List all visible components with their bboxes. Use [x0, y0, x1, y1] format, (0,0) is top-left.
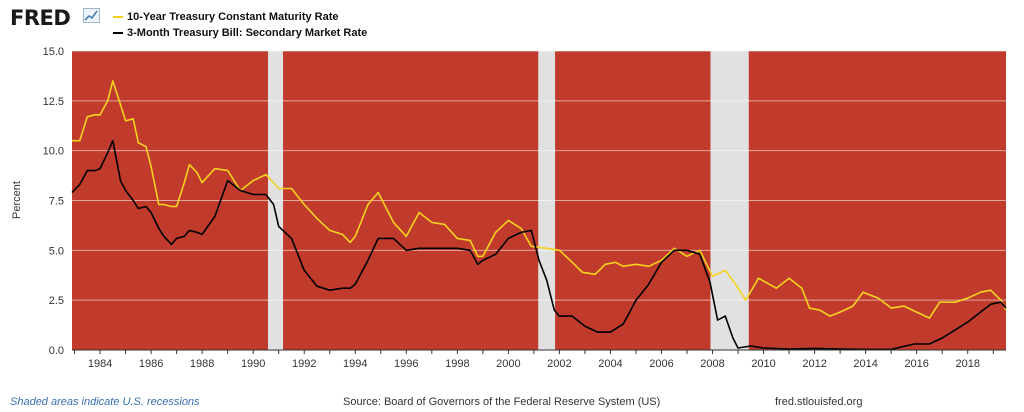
- x-tick-label: 1986: [139, 358, 163, 370]
- legend-label-10y[interactable]: 10-Year Treasury Constant Maturity Rate: [127, 11, 339, 23]
- y-tick-label: 15.0: [43, 46, 64, 58]
- series-line-3m: [71, 139, 1007, 351]
- y-tick-label: 10.0: [43, 146, 64, 158]
- y-tick-label: 5.0: [49, 245, 64, 257]
- fred-url[interactable]: fred.stlouisfed.org: [775, 396, 863, 408]
- legend-swatch-3m: [113, 32, 123, 34]
- x-tick-label: 1998: [445, 358, 469, 370]
- x-tick-label: 1984: [88, 358, 112, 370]
- recession-note[interactable]: Shaded areas indicate U.S. recessions: [10, 396, 200, 408]
- x-tick-label: 2008: [700, 358, 724, 370]
- y-tick-label: 7.5: [49, 196, 64, 208]
- y-tick-label: 2.5: [49, 295, 64, 307]
- chart-legend: 10-Year Treasury Constant Maturity Rate …: [113, 9, 367, 41]
- x-tick-label: 2010: [751, 358, 775, 370]
- line-chart-icon: [83, 8, 100, 23]
- y-axis-label: Percent: [11, 181, 23, 219]
- x-tick-label: 1992: [292, 358, 316, 370]
- x-tick-label: 2018: [955, 358, 979, 370]
- x-tick-label: 2006: [649, 358, 673, 370]
- fred-logo[interactable]: FRED: [10, 6, 71, 30]
- x-tick-label: 1990: [241, 358, 265, 370]
- x-tick-label: 2012: [802, 358, 826, 370]
- legend-label-3m[interactable]: 3-Month Treasury Bill: Secondary Market …: [127, 27, 368, 39]
- source-note: Source: Board of Governors of the Federa…: [343, 396, 661, 408]
- y-tick-label: 12.5: [43, 96, 64, 108]
- legend-item-10y: 10-Year Treasury Constant Maturity Rate: [113, 9, 367, 25]
- x-tick-label: 2016: [904, 358, 928, 370]
- y-tick-label: 0.0: [49, 345, 64, 357]
- x-tick-label: 2004: [598, 358, 622, 370]
- x-tick-label: 2000: [496, 358, 520, 370]
- legend-item-3m: 3-Month Treasury Bill: Secondary Market …: [113, 25, 367, 41]
- x-tick-label: 2014: [853, 358, 877, 370]
- x-tick-label: 1996: [394, 358, 418, 370]
- x-tick-label: 1988: [190, 358, 214, 370]
- series-line-10y: [72, 80, 1007, 319]
- legend-swatch-10y: [113, 16, 123, 18]
- x-tick-label: 2002: [547, 358, 571, 370]
- x-tick-label: 1994: [343, 358, 367, 370]
